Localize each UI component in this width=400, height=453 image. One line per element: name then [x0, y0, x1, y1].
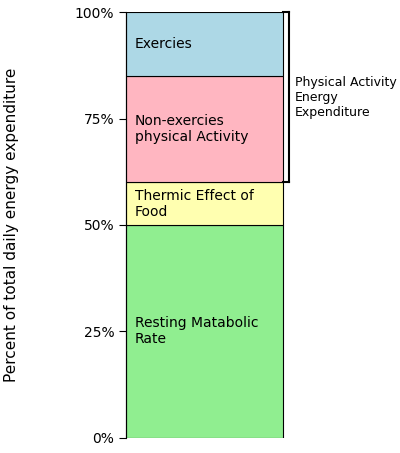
Text: Physical Activity
Energy
Expenditure: Physical Activity Energy Expenditure: [294, 76, 396, 119]
Bar: [126, 183, 283, 225]
Text: Exercies: Exercies: [135, 37, 192, 51]
Bar: [126, 12, 283, 76]
Text: Thermic Effect of
Food: Thermic Effect of Food: [135, 188, 254, 219]
Bar: [126, 76, 283, 183]
Text: Non-exercies
physical Activity: Non-exercies physical Activity: [135, 114, 248, 145]
Text: Resting Matabolic
Rate: Resting Matabolic Rate: [135, 316, 258, 347]
Bar: [126, 225, 283, 438]
Y-axis label: Percent of total daily energy expenditure: Percent of total daily energy expenditur…: [4, 68, 19, 382]
